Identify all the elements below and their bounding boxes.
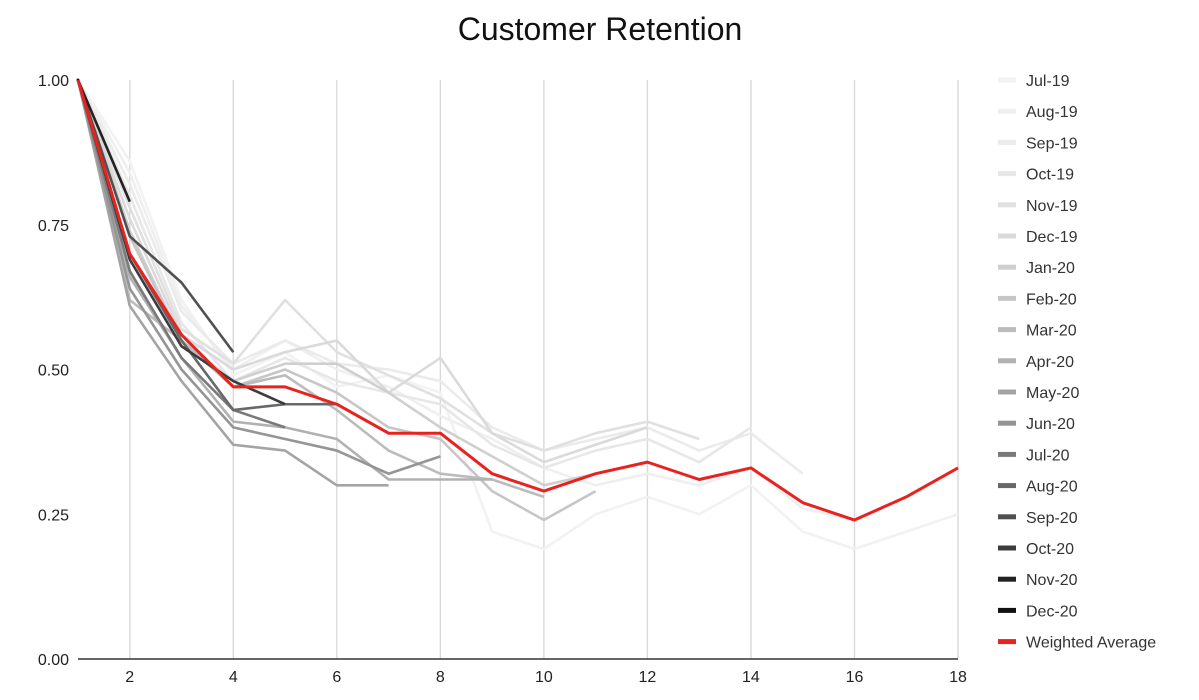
legend-label: Sep-19	[1026, 135, 1078, 152]
y-tick-label: 0.25	[38, 507, 69, 524]
legend-label: Oct-20	[1026, 541, 1074, 558]
legend-item: Oct-20	[998, 541, 1074, 558]
legend-label: Aug-20	[1026, 479, 1078, 496]
legend-label: Jun-20	[1026, 416, 1075, 433]
legend-swatch	[998, 327, 1016, 333]
legend-label: Jul-19	[1026, 73, 1070, 90]
legend-swatch	[998, 358, 1016, 364]
legend-swatch	[998, 545, 1016, 551]
legend-swatch	[998, 139, 1016, 145]
y-tick-label: 0.75	[38, 218, 69, 235]
legend-item: Aug-20	[998, 479, 1078, 496]
x-tick-label: 18	[949, 669, 967, 686]
x-tick-label: 12	[639, 669, 657, 686]
legend-label: Aug-19	[1026, 104, 1078, 121]
legend-label: Nov-19	[1026, 198, 1078, 215]
legend-label: Weighted Average	[1026, 635, 1156, 652]
legend-swatch	[998, 264, 1016, 270]
legend-item: Oct-19	[998, 167, 1074, 184]
legend-swatch	[998, 389, 1016, 395]
series-line-oct-19	[76, 79, 752, 470]
legend: Jul-19 Aug-19 Sep-19 Oct-19 Nov-19 Dec-19 Jan-…	[998, 73, 1156, 652]
grid-layer	[129, 80, 959, 659]
legend-item: May-20	[998, 385, 1079, 402]
y-tick-label: 0.50	[38, 363, 69, 380]
series-line-jun-20	[76, 79, 441, 476]
legend-label: May-20	[1026, 385, 1079, 402]
x-tick-label: 2	[125, 669, 134, 686]
legend-swatch	[998, 233, 1016, 239]
legend-swatch	[998, 295, 1016, 301]
legend-item: Jul-20	[998, 447, 1070, 464]
legend-label: Jul-20	[1026, 447, 1070, 464]
x-tick-label: 4	[229, 669, 238, 686]
legend-swatch	[998, 451, 1016, 457]
series-line-sep-19	[76, 79, 804, 475]
series-line-may-20	[76, 79, 389, 487]
x-tick-label: 8	[436, 669, 445, 686]
legend-swatch	[998, 483, 1016, 489]
legend-swatch	[998, 108, 1016, 114]
legend-swatch	[998, 576, 1016, 582]
legend-label: Jan-20	[1026, 260, 1075, 277]
series-layer	[76, 78, 959, 551]
series-line-weighted-average	[76, 79, 959, 522]
legend-label: Apr-20	[1026, 354, 1074, 371]
legend-swatch	[998, 77, 1016, 83]
series-line-aug-19	[76, 79, 907, 522]
legend-label: Mar-20	[1026, 323, 1077, 340]
chart-title: Customer Retention	[458, 11, 743, 47]
legend-swatch	[998, 514, 1016, 520]
legend-label: Nov-20	[1026, 572, 1078, 589]
series-line-nov-19	[76, 79, 700, 452]
series-line-jul-20	[76, 79, 286, 429]
x-tick-label: 14	[742, 669, 760, 686]
y-tick-label: 1.00	[38, 73, 69, 90]
series-line-nov-20	[76, 79, 131, 203]
x-tick-label: 16	[846, 669, 864, 686]
legend-item: Jul-19	[998, 73, 1070, 90]
series-line-sep-20	[76, 79, 235, 353]
legend-label: Dec-20	[1026, 603, 1078, 620]
x-tick-label: 6	[332, 669, 341, 686]
legend-item: Feb-20	[998, 291, 1077, 308]
legend-label: Dec-19	[1026, 229, 1078, 246]
legend-item: Nov-20	[998, 572, 1078, 589]
series-line-jul-19	[76, 79, 959, 551]
legend-item: Dec-19	[998, 229, 1078, 246]
legend-item: Jan-20	[998, 260, 1075, 277]
legend-item: Aug-19	[998, 104, 1078, 121]
legend-item: Nov-19	[998, 198, 1078, 215]
legend-swatch	[998, 420, 1016, 426]
legend-label: Feb-20	[1026, 291, 1077, 308]
y-tick-label: 0.00	[38, 652, 69, 669]
legend-swatch	[998, 202, 1016, 208]
legend-item: Sep-20	[998, 510, 1078, 527]
legend-item: Jun-20	[998, 416, 1075, 433]
legend-item: Dec-20	[998, 603, 1078, 620]
legend-item: Apr-20	[998, 354, 1074, 371]
legend-swatch	[998, 171, 1016, 177]
legend-item: Mar-20	[998, 323, 1077, 340]
legend-item: Sep-19	[998, 135, 1078, 152]
series-line-mar-20	[76, 79, 545, 499]
series-line-dec-19	[76, 79, 648, 464]
legend-item: Weighted Average	[998, 635, 1156, 652]
x-tick-label: 10	[535, 669, 553, 686]
legend-swatch	[998, 639, 1016, 645]
legend-label: Sep-20	[1026, 510, 1078, 527]
legend-label: Oct-19	[1026, 167, 1074, 184]
axis-layer: 2 4 6 8 10 12 14 16 18 0.00 0.25 0.50 0.75 1.00	[38, 73, 967, 686]
legend-swatch	[998, 607, 1016, 613]
